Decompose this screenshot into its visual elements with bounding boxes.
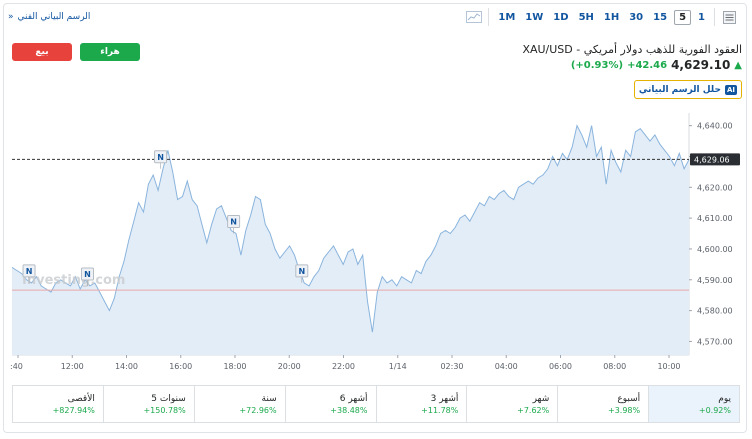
timeframe-button[interactable]: 5H — [578, 11, 594, 23]
y-tick-label: 4,620.00 — [697, 183, 733, 192]
x-tick-label: :40 — [10, 362, 23, 371]
y-tick-label: 4,610.00 — [697, 214, 733, 223]
y-tick-label: 4,600.00 — [697, 245, 733, 254]
technical-chart-link[interactable]: » الرسم البياني الفني — [8, 12, 90, 22]
news-marker-label: N — [298, 267, 305, 276]
x-tick-label: 16:00 — [169, 362, 192, 371]
instrument-title: XAU/USD - العقود الفورية للذهب دولار أمر… — [522, 43, 742, 56]
period-cell[interactable]: يوم +0.92% — [648, 386, 739, 422]
period-performance-bar: يوم +0.92% أسبوع +3.98% شهر +7.62% 3 أشهر +11.7… — [12, 385, 740, 423]
x-tick-label: 12:00 — [61, 362, 84, 371]
news-marker-label: N — [26, 267, 33, 276]
table-icon[interactable] — [721, 10, 737, 24]
timeframe-button[interactable]: 15 — [653, 11, 668, 23]
timeframe-bar: 1M 1W 1D 5H 1H 30 15 5 1 — [466, 8, 737, 26]
news-marker — [227, 215, 241, 229]
x-tick-label: 10:00 — [657, 362, 680, 371]
period-cell[interactable]: شهر +7.62% — [466, 386, 557, 422]
analyze-chart-button[interactable]: حلل الرسم البياني AI — [633, 80, 742, 99]
period-change: +11.78% — [421, 405, 459, 415]
timeframe-button[interactable]: 1 — [698, 11, 705, 23]
chart-toolbar: » الرسم البياني الفني 1M 1W 1D 5H 1H 30 15 5 1 — [8, 8, 741, 34]
analyze-chart-label: حلل الرسم البياني — [638, 84, 721, 95]
ai-icon: AI — [724, 84, 737, 95]
news-marker — [80, 267, 94, 281]
y-tick-label: 4,590.00 — [697, 276, 733, 285]
current-price-badge — [690, 153, 740, 166]
period-label: الأقصى — [67, 393, 95, 404]
period-cell[interactable]: الأقصى +827.94% — [13, 386, 103, 422]
arrow-up-icon: ▲ — [734, 59, 742, 71]
timeframe-button[interactable]: 30 — [629, 11, 644, 23]
timeframe-button[interactable]: 1H — [603, 11, 620, 23]
timeframe-button[interactable]: 5 — [674, 9, 692, 25]
period-change: +150.78% — [143, 405, 186, 415]
period-change: +7.62% — [517, 405, 550, 415]
x-tick-label: 22:00 — [332, 362, 355, 371]
x-tick-label: 20:00 — [278, 362, 301, 371]
watermark-logo: Investing.com — [22, 273, 125, 288]
news-marker-label: N — [157, 153, 164, 162]
price-change-percent: (+0.93%) — [570, 59, 624, 71]
toolbar-divider — [714, 8, 715, 26]
period-change: +3.98% — [608, 405, 641, 415]
chart-type-icon[interactable] — [466, 10, 483, 24]
period-cell[interactable]: 5 سنوات +150.78% — [102, 386, 194, 422]
timeframe-button[interactable]: 1M — [498, 11, 516, 23]
timeframe-button[interactable]: 1D — [553, 11, 569, 23]
period-label: 3 أشهر — [430, 393, 459, 404]
period-change: +72.96% — [239, 405, 277, 415]
x-tick-label: 1/14 — [389, 362, 407, 371]
period-change: +827.94% — [52, 405, 95, 415]
x-tick-label: 04:00 — [495, 362, 518, 371]
news-marker-label: N — [84, 270, 91, 279]
price-area — [12, 125, 689, 355]
x-tick-label: 08:00 — [603, 362, 626, 371]
period-label: 6 أشهر — [339, 393, 368, 404]
news-marker-label: N — [230, 218, 237, 227]
news-marker — [154, 150, 168, 164]
period-label: شهر — [532, 393, 550, 404]
news-marker — [295, 264, 309, 278]
period-label: أسبوع — [617, 393, 641, 404]
y-tick-label: 4,640.00 — [697, 122, 733, 131]
price-row: (+0.93%) +42.46 4,629.10 ▲ — [571, 58, 742, 72]
buy-button[interactable]: هراء — [80, 43, 140, 61]
price-change: +42.46 — [627, 59, 668, 71]
period-cell[interactable]: أسبوع +3.98% — [557, 386, 648, 422]
period-label: 5 سنوات — [151, 393, 186, 404]
period-change: +0.92% — [698, 405, 731, 415]
last-price: 4,629.10 — [671, 58, 731, 72]
x-tick-label: 14:00 — [115, 362, 138, 371]
timeframe-buttons: 1M 1W 1D 5H 1H 30 15 5 1 — [495, 9, 708, 25]
period-cell[interactable]: سنة +72.96% — [193, 386, 285, 422]
x-tick-label: 06:00 — [549, 362, 572, 371]
timeframe-button[interactable]: 1W — [525, 11, 544, 23]
period-change: +38.48% — [330, 405, 368, 415]
news-marker — [22, 264, 36, 278]
x-tick-label: 18:00 — [223, 362, 246, 371]
y-tick-label: 4,570.00 — [697, 337, 733, 346]
sell-button[interactable]: بيع — [12, 43, 72, 61]
period-label: سنة — [261, 393, 277, 404]
x-tick-label: 02:30 — [440, 362, 463, 371]
toolbar-divider — [488, 8, 490, 26]
double-chevron-icon: » — [8, 12, 14, 22]
y-tick-label: 4,580.00 — [697, 307, 733, 316]
period-cell[interactable]: 3 أشهر +11.78% — [375, 386, 467, 422]
period-label: يوم — [718, 393, 731, 404]
current-price-label: 4,629.06 — [694, 155, 730, 164]
price-line — [11, 124, 690, 333]
period-cell[interactable]: 6 أشهر +38.48% — [284, 386, 376, 422]
technical-chart-label: الرسم البياني الفني — [17, 12, 91, 22]
